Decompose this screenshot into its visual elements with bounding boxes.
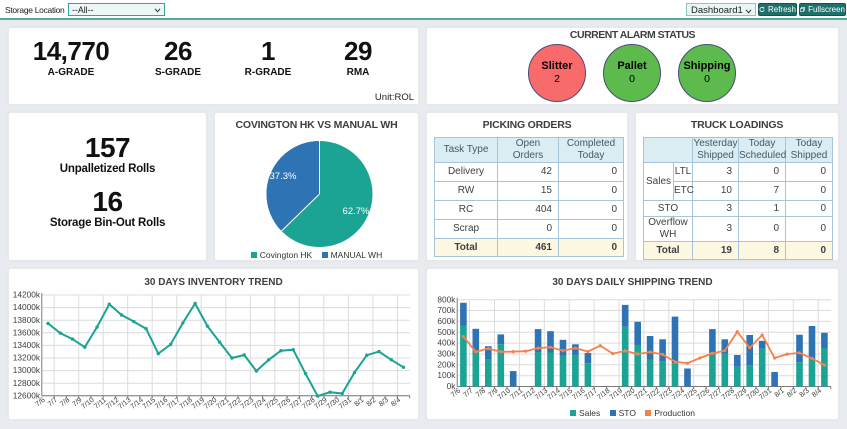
svg-text:100k: 100k	[437, 370, 456, 380]
svg-text:12600k: 12600k	[13, 390, 41, 400]
svg-text:8/4: 8/4	[810, 386, 823, 399]
svg-text:14000k: 14000k	[13, 302, 41, 312]
svg-text:13000k: 13000k	[13, 365, 41, 375]
svg-text:400k: 400k	[437, 338, 456, 348]
svg-text:8/4: 8/4	[389, 395, 402, 408]
svg-text:500k: 500k	[437, 327, 456, 337]
svg-text:600k: 600k	[437, 316, 456, 326]
svg-text:7/31: 7/31	[757, 386, 774, 402]
svg-text:8/1: 8/1	[772, 386, 785, 399]
svg-text:12800k: 12800k	[13, 378, 41, 388]
svg-text:13600k: 13600k	[13, 327, 41, 337]
svg-text:62.7%: 62.7%	[343, 206, 370, 217]
svg-text:13800k: 13800k	[13, 315, 41, 325]
svg-text:8/2: 8/2	[364, 395, 377, 408]
svg-text:300k: 300k	[437, 349, 456, 359]
svg-text:13200k: 13200k	[13, 353, 41, 363]
svg-text:7/31: 7/31	[337, 395, 354, 411]
svg-text:7/8: 7/8	[474, 386, 487, 399]
svg-text:7/7: 7/7	[461, 386, 474, 399]
svg-text:0k: 0k	[447, 381, 457, 391]
svg-text:8/3: 8/3	[797, 386, 810, 399]
svg-text:8/2: 8/2	[785, 386, 798, 399]
svg-text:14200k: 14200k	[13, 290, 41, 300]
svg-text:800k: 800k	[437, 294, 456, 304]
svg-text:13400k: 13400k	[13, 340, 41, 350]
svg-text:37.3%: 37.3%	[270, 171, 297, 182]
svg-text:700k: 700k	[437, 305, 456, 315]
svg-text:7/8: 7/8	[58, 395, 71, 408]
svg-text:200k: 200k	[437, 359, 456, 369]
